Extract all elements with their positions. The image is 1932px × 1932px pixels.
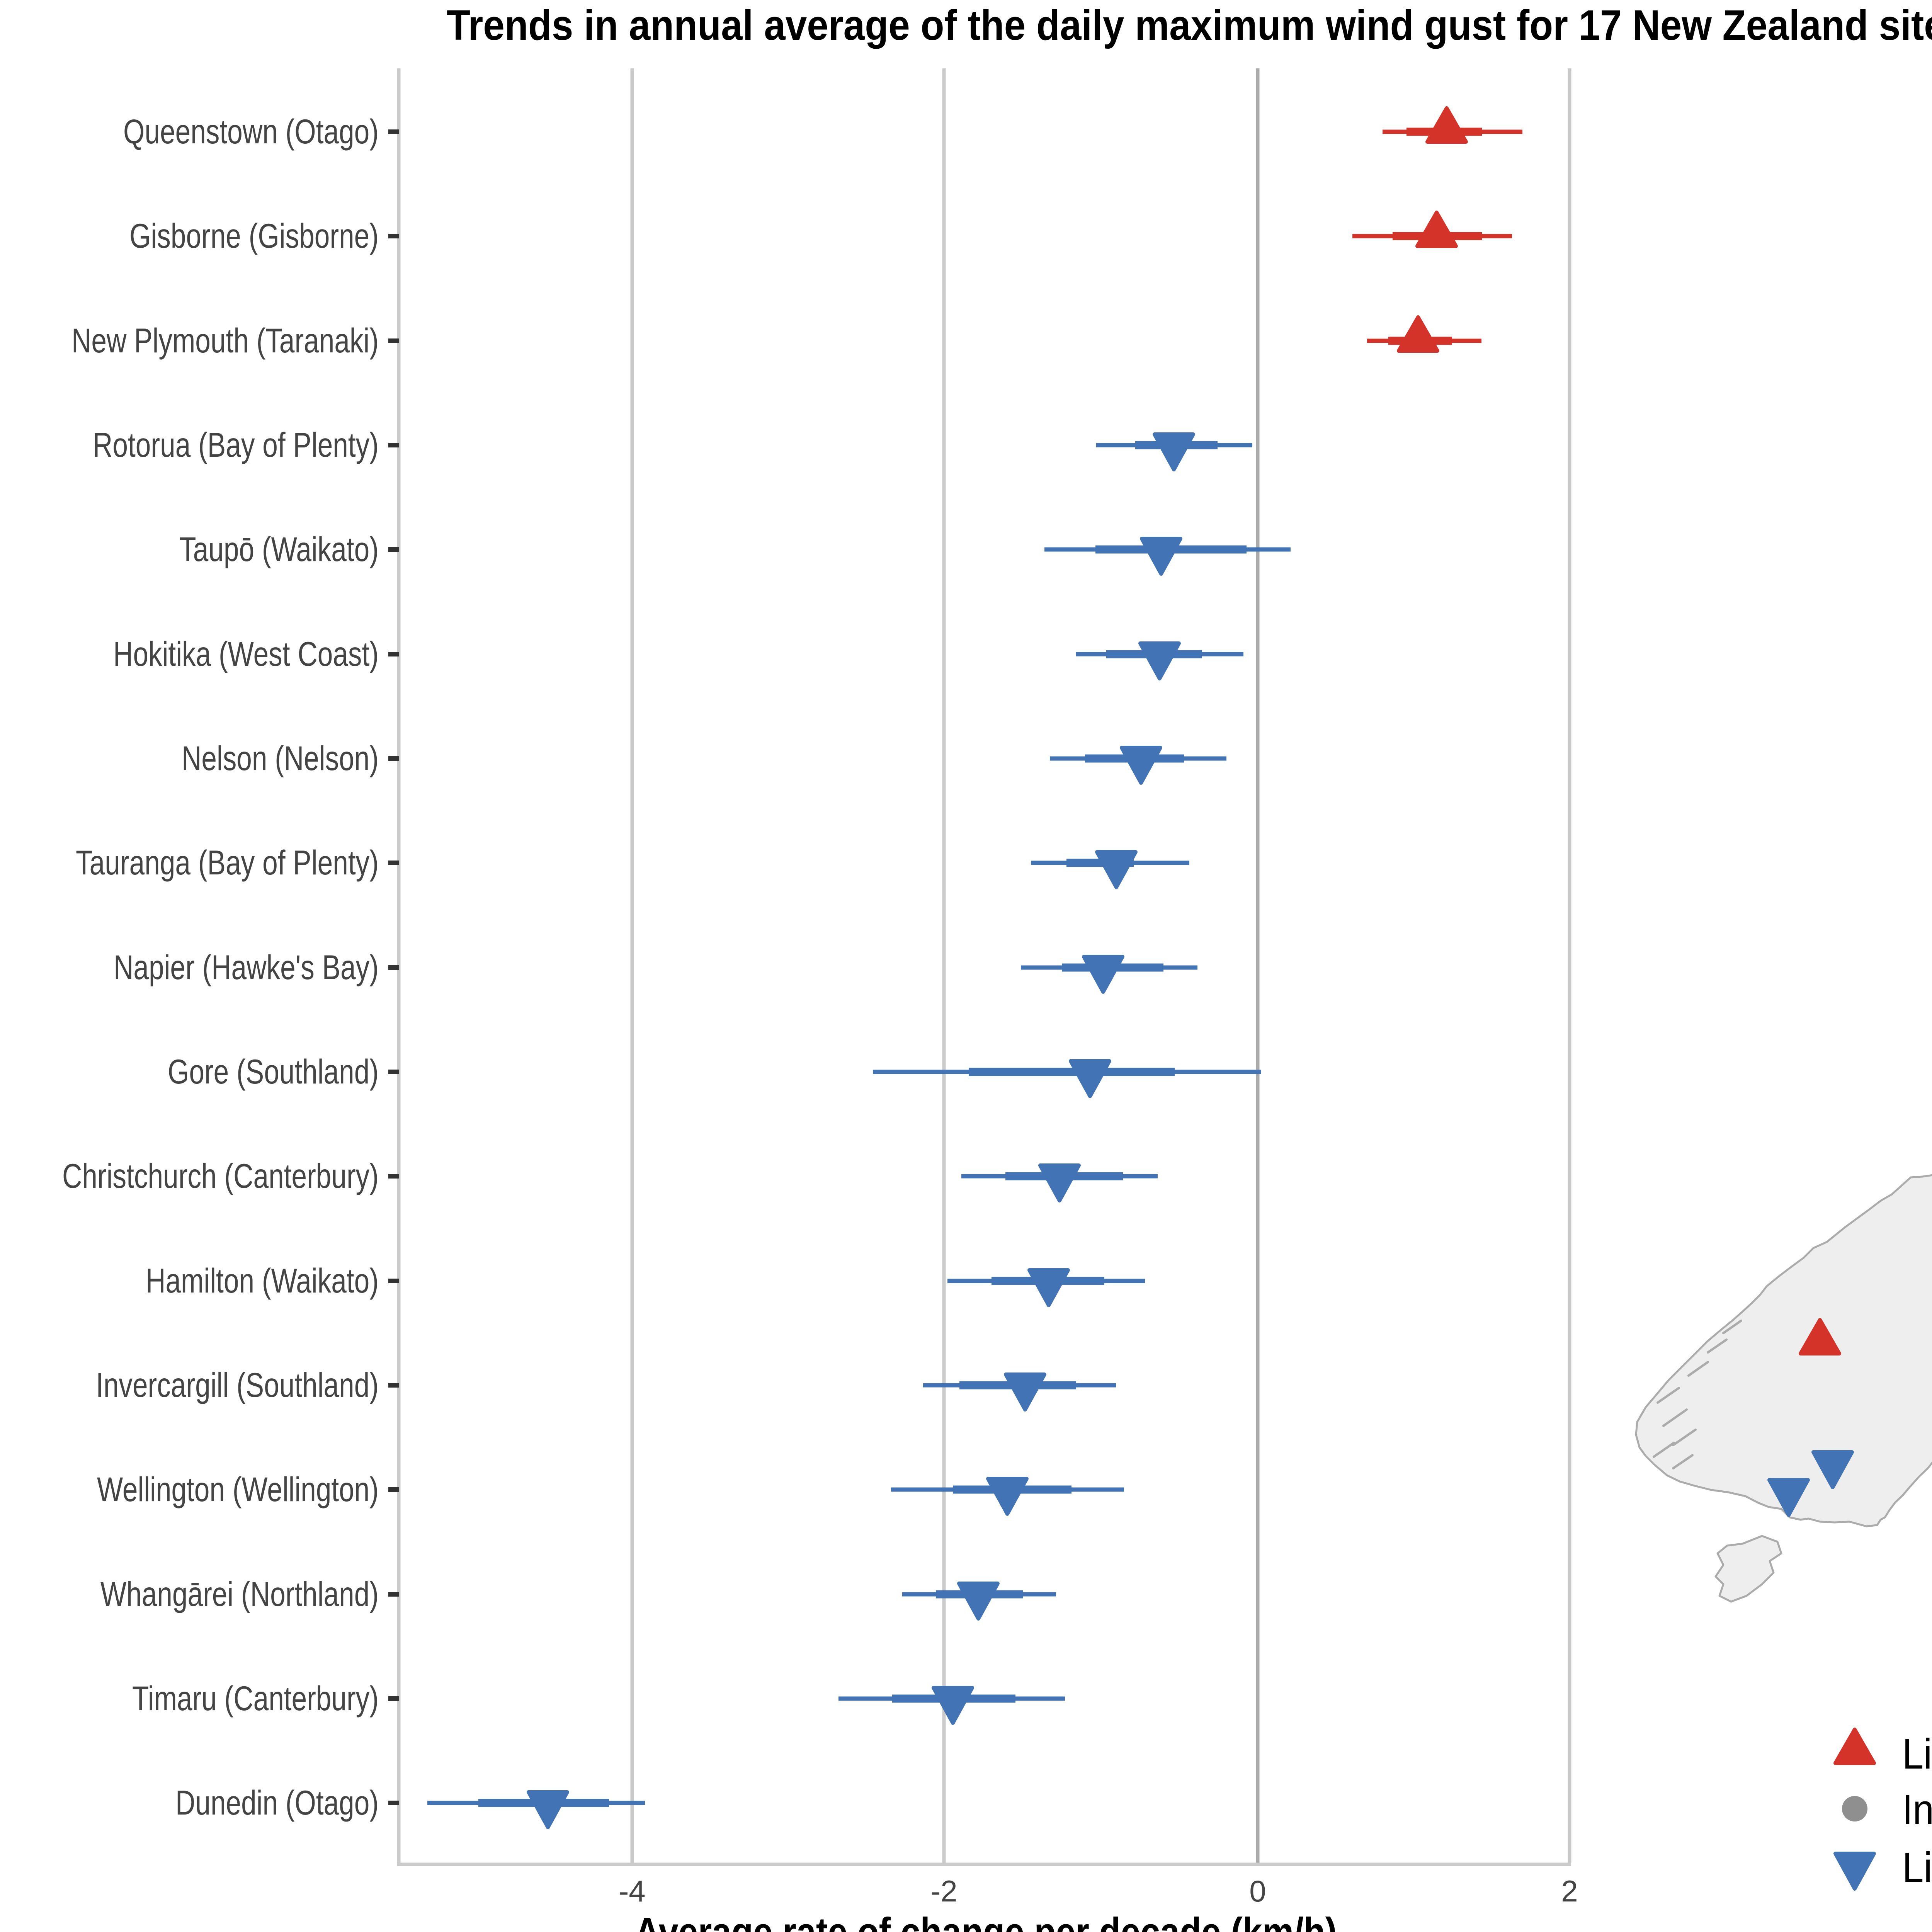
svg-text:Trends in annual average of th: Trends in annual average of the daily ma… — [447, 2, 1932, 49]
svg-text:New Plymouth (Taranaki): New Plymouth (Taranaki) — [71, 321, 379, 360]
svg-text:Tauranga (Bay of Plenty): Tauranga (Bay of Plenty) — [76, 843, 379, 882]
svg-text:Timaru (Canterbury): Timaru (Canterbury) — [132, 1679, 379, 1718]
svg-text:Dunedin (Otago): Dunedin (Otago) — [175, 1783, 379, 1822]
svg-text:Wellington (Wellington): Wellington (Wellington) — [97, 1470, 379, 1509]
svg-text:Christchurch (Canterbury): Christchurch (Canterbury) — [62, 1156, 379, 1195]
svg-text:Hokitika (West Coast): Hokitika (West Coast) — [113, 634, 379, 673]
svg-text:Likely or very likely decreasi: Likely or very likely decreasing — [1902, 1844, 1932, 1891]
svg-text:2: 2 — [1561, 1874, 1578, 1908]
svg-text:Gisborne (Gisborne): Gisborne (Gisborne) — [129, 216, 379, 255]
svg-text:Nelson (Nelson): Nelson (Nelson) — [182, 739, 379, 777]
svg-text:Whangārei (Northland): Whangārei (Northland) — [100, 1575, 379, 1613]
svg-text:-2: -2 — [930, 1874, 957, 1908]
svg-text:Indeterminate: Indeterminate — [1902, 1786, 1932, 1833]
svg-text:Invercargill (Southland): Invercargill (Southland) — [96, 1366, 379, 1404]
svg-text:Average rate of change per dec: Average rate of change per decade (km/h) — [634, 1910, 1337, 1932]
svg-text:-4: -4 — [619, 1874, 645, 1908]
svg-text:Gore (Southland): Gore (Southland) — [168, 1052, 379, 1091]
svg-text:Rotorua (Bay of Plenty): Rotorua (Bay of Plenty) — [93, 425, 379, 464]
svg-text:Queenstown (Otago): Queenstown (Otago) — [123, 112, 379, 151]
svg-text:Hamilton (Waikato): Hamilton (Waikato) — [146, 1261, 379, 1300]
svg-text:Likely or very likely increasi: Likely or very likely increasing — [1902, 1730, 1932, 1778]
svg-text:Napier (Hawke's Bay): Napier (Hawke's Bay) — [114, 948, 379, 986]
svg-text:Taupō (Waikato): Taupō (Waikato) — [179, 530, 379, 568]
svg-text:0: 0 — [1249, 1874, 1266, 1908]
